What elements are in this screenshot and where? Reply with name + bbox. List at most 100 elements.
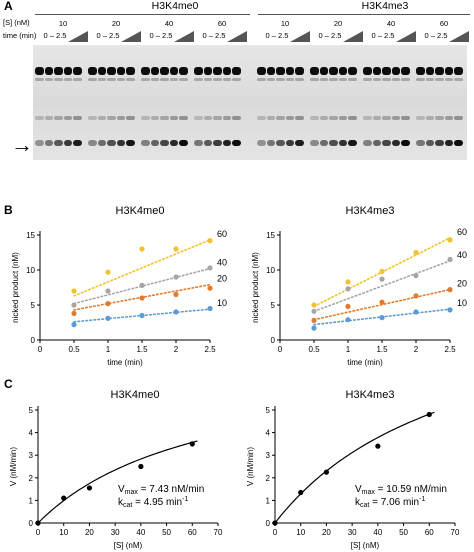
product-band: [276, 140, 285, 146]
substrate-band: [54, 67, 63, 75]
product-band: [338, 140, 347, 146]
faint-band: [391, 116, 400, 120]
x-tick-label: 1: [346, 345, 351, 354]
faint-band: [363, 78, 372, 81]
y-tick-label: 3: [29, 451, 34, 460]
faint-band: [116, 116, 125, 120]
faint-band: [213, 116, 222, 120]
row-label-time: time (min): [3, 31, 37, 40]
data-point: [272, 520, 278, 526]
faint-band: [54, 116, 63, 120]
product-band: [257, 140, 266, 146]
product-band: [372, 140, 381, 146]
faint-band: [444, 116, 453, 120]
product-band: [329, 140, 338, 146]
faint-band: [348, 78, 357, 81]
x-tick-label: 20: [322, 528, 331, 537]
lane-time-range: 0 – 2.5: [202, 31, 226, 40]
chart-title: H3K4me3: [346, 389, 395, 401]
series-label: 60: [217, 229, 227, 239]
product-band: [391, 140, 400, 146]
faint-band: [266, 78, 275, 81]
faint-band: [160, 78, 169, 81]
data-point: [71, 302, 77, 308]
lane-time-range: 0 – 2.5: [43, 31, 67, 40]
faint-band: [401, 78, 410, 81]
substrate-band: [338, 67, 347, 75]
faint-band: [338, 78, 347, 81]
substrate-band: [150, 67, 159, 75]
data-point: [138, 463, 144, 470]
faint-band: [35, 78, 44, 81]
faint-band: [416, 116, 425, 120]
substrate-band: [203, 67, 212, 75]
faint-band: [169, 78, 178, 81]
product-band: [141, 140, 150, 146]
data-point: [311, 302, 317, 308]
x-tick-label: 10: [59, 528, 68, 537]
x-tick-label: 10: [296, 528, 305, 537]
data-point: [311, 308, 317, 314]
data-point: [379, 299, 385, 305]
x-tick-label: 30: [348, 528, 357, 537]
data-point: [345, 286, 351, 292]
faint-band: [169, 116, 178, 120]
faint-band: [232, 116, 241, 120]
faint-band: [401, 116, 410, 120]
product-band: [425, 140, 434, 146]
x-tick-label: 2.5: [444, 345, 456, 354]
substrate-band: [435, 67, 444, 75]
faint-band: [222, 78, 231, 81]
substrate-band: [213, 67, 222, 75]
product-band: [160, 140, 169, 146]
product-band: [232, 140, 241, 146]
substrate-band: [88, 67, 97, 75]
time-gradient-wedge: [449, 31, 469, 42]
lane-concentration: 10: [58, 19, 68, 28]
series-label: 60: [457, 227, 467, 237]
x-tick-label: 60: [188, 528, 197, 537]
substrate-band: [97, 67, 106, 75]
faint-band: [425, 116, 434, 120]
data-point: [413, 293, 419, 299]
x-tick-label: 2: [174, 345, 179, 354]
y-tick-label: 5: [271, 301, 276, 310]
substrate-band: [73, 67, 82, 75]
x-tick-label: 0: [38, 345, 43, 354]
series-label: 10: [457, 298, 467, 308]
product-band: [194, 140, 203, 146]
data-point: [207, 238, 213, 244]
product-arrow-icon: →: [11, 132, 33, 157]
substrate-band: [285, 67, 294, 75]
y-tick-label: 1: [29, 496, 34, 505]
faint-band: [266, 116, 275, 120]
faint-band: [141, 78, 150, 81]
data-point: [35, 520, 41, 526]
fit-line: [73, 239, 211, 297]
data-point: [413, 249, 419, 256]
data-point: [71, 310, 77, 316]
data-point: [139, 282, 145, 288]
series-label: 40: [217, 258, 227, 268]
substrate-band: [126, 67, 135, 75]
faint-band: [150, 116, 159, 120]
fit-curve: [37, 440, 198, 524]
lane-concentration: 40: [164, 19, 174, 28]
data-point: [105, 301, 111, 307]
substrate-band: [63, 67, 72, 75]
product-band: [35, 140, 44, 146]
substrate-band: [107, 67, 116, 75]
kcat-annotation: kcat = 7.06 min-1: [355, 496, 425, 509]
data-point: [323, 469, 330, 475]
y-tick-label: 2: [29, 474, 34, 483]
substrate-band: [222, 67, 231, 75]
faint-band: [88, 116, 97, 120]
data-point: [379, 268, 385, 274]
substrate-band: [416, 67, 425, 75]
faint-band: [310, 78, 319, 81]
x-tick-label: 0.5: [308, 345, 320, 354]
product-band: [319, 140, 328, 146]
data-point: [105, 269, 111, 275]
faint-band: [372, 116, 381, 120]
faint-band: [382, 78, 391, 81]
